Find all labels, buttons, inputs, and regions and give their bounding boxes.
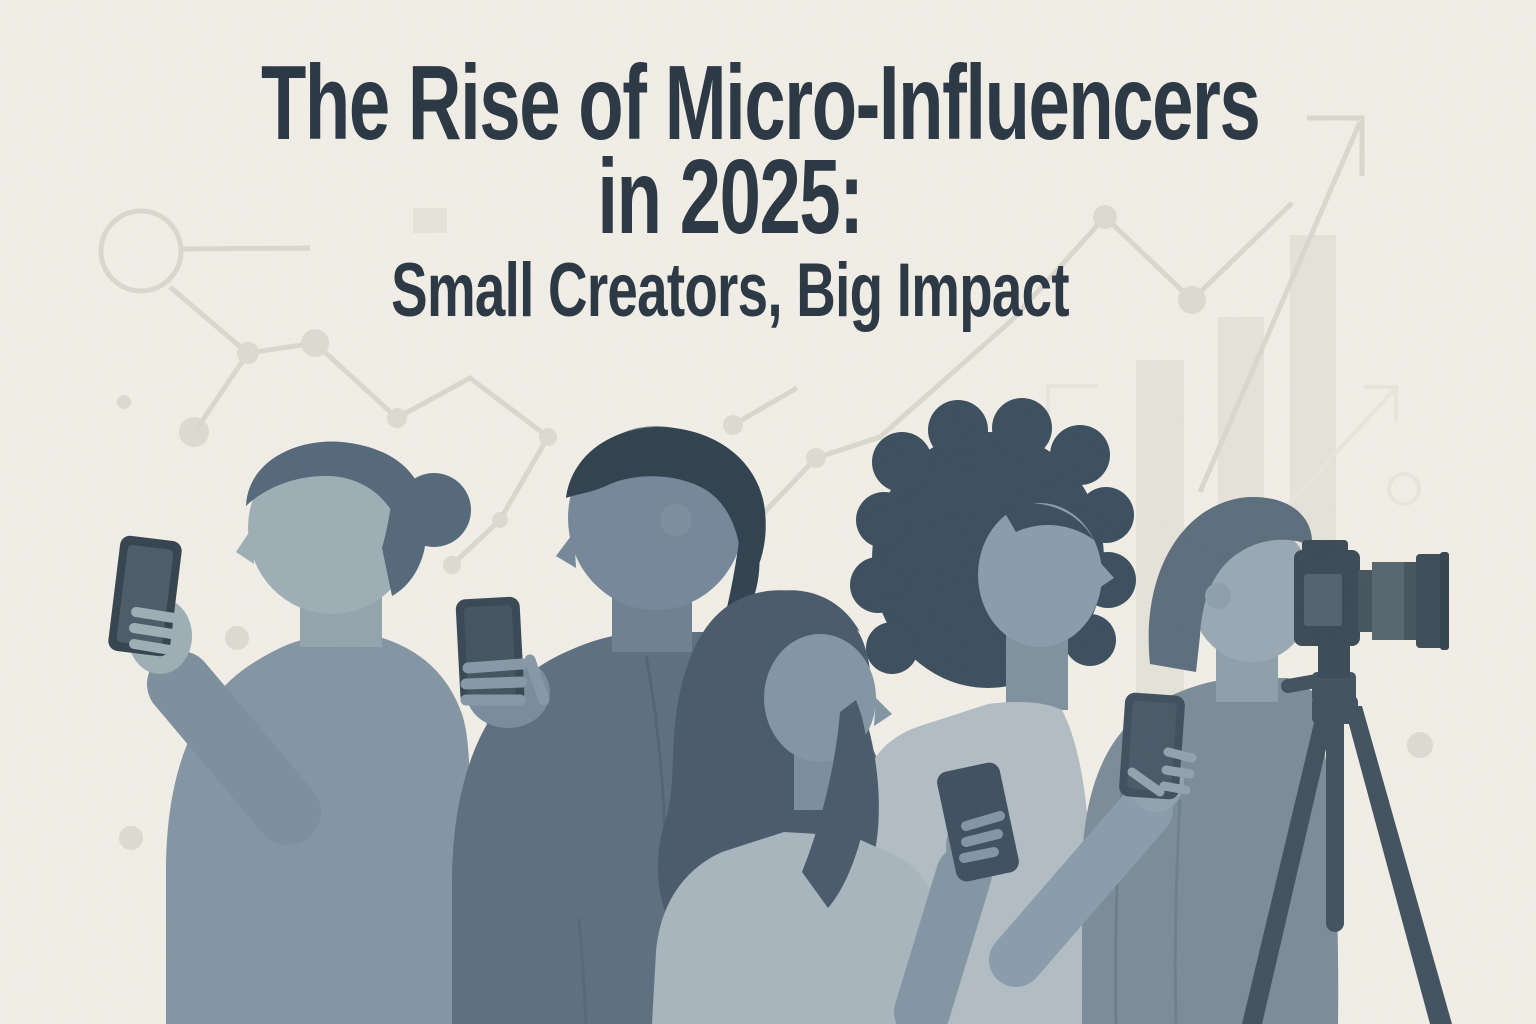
illustration-svg xyxy=(0,0,1536,1024)
hero-illustration: The Rise of Micro-Influencers in 2025: S… xyxy=(0,0,1536,1024)
grain-overlay xyxy=(0,0,1536,1024)
